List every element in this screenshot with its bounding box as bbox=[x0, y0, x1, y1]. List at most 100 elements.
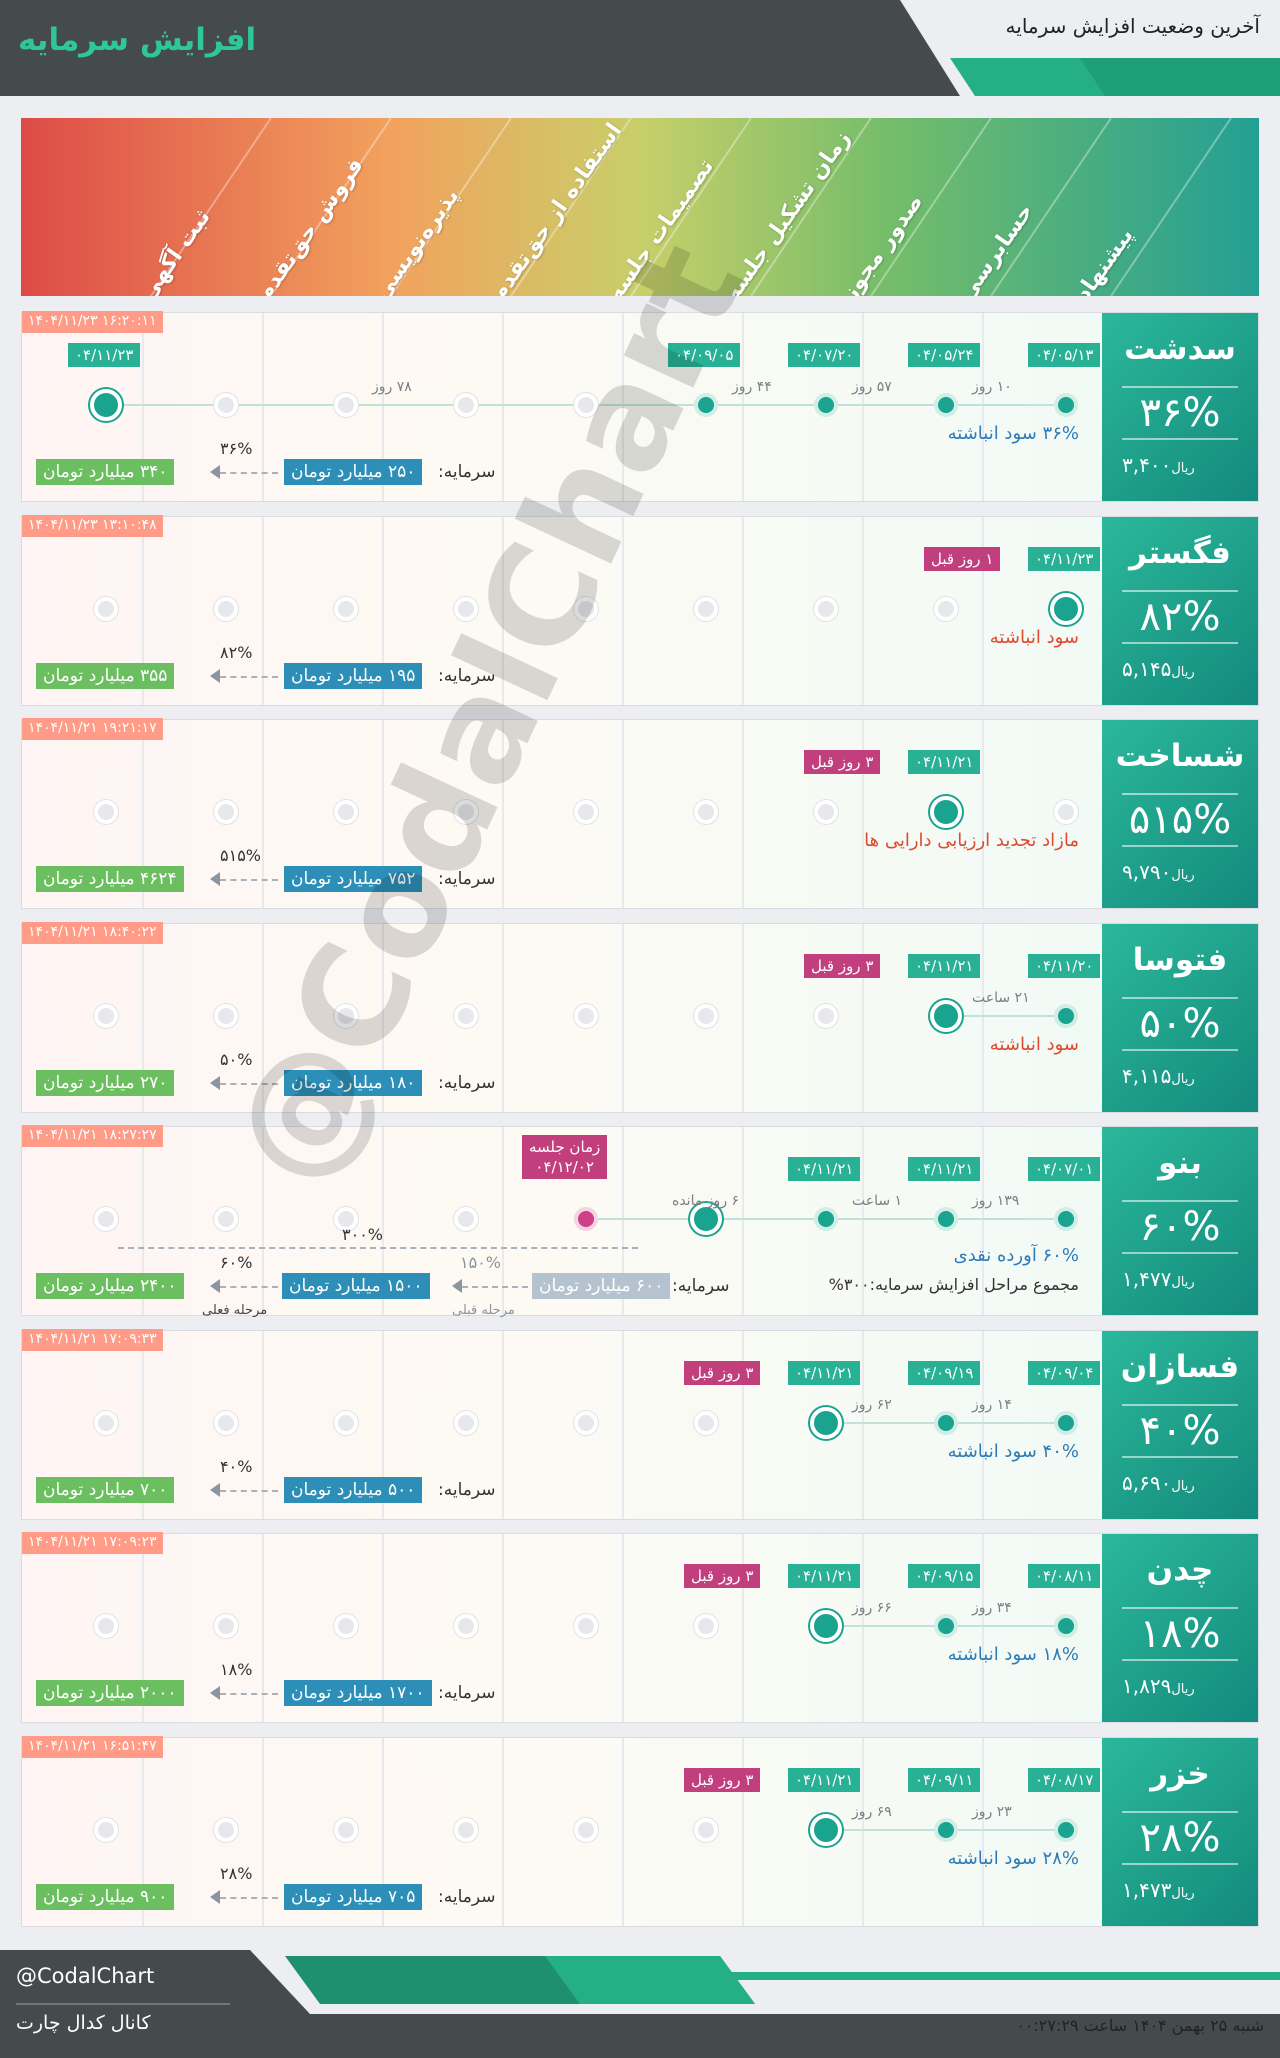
stage-gap-label: ۱ ساعت bbox=[852, 1193, 903, 1209]
stage-column-divider bbox=[142, 1534, 144, 1722]
stage-column-divider bbox=[982, 1127, 984, 1315]
stage-column-divider bbox=[742, 517, 744, 705]
stage-dot bbox=[934, 1818, 958, 1842]
capital-label: سرمایه: bbox=[438, 1073, 496, 1093]
current-capital-tag: ۷۵۲ میلیارد تومان bbox=[284, 866, 423, 892]
stage-dot bbox=[574, 1411, 598, 1435]
stage-column-divider bbox=[502, 1127, 504, 1315]
update-timestamp: ۱۴۰۴/۱۱/۲۱ ۱۸:۴۰:۲۲ bbox=[22, 922, 163, 944]
total-ratio: ۳۰۰% bbox=[342, 1225, 383, 1244]
stage-dot bbox=[454, 1614, 478, 1638]
stage-column-divider bbox=[622, 1534, 624, 1722]
capital-label: سرمایه: bbox=[438, 462, 496, 482]
stock-card[interactable]: ۱۴۰۴/۱۱/۲۱ ۱۷:۰۹:۲۳ ۰۴/۰۸/۱۱ ۰۴/۰۹/۱۵ ۰۴/۱۱… bbox=[21, 1532, 1259, 1723]
timeline-area: ۱۴۰۴/۱۱/۲۱ ۱۷:۰۹:۳۳ ۰۴/۰۹/۰۴ ۰۴/۰۹/۱۹ ۰۴/۱۱… bbox=[22, 1329, 1104, 1519]
stage-dot bbox=[814, 393, 838, 417]
stage-gap-label: ۶۶ روز bbox=[852, 1600, 892, 1616]
stage-column-divider bbox=[142, 313, 144, 501]
stage-date-badge: ۰۴/۰۹/۱۱ bbox=[908, 1768, 981, 1792]
stock-card[interactable]: ۱۴۰۴/۱۱/۲۱ ۱۷:۰۹:۳۳ ۰۴/۰۹/۰۴ ۰۴/۰۹/۱۹ ۰۴/۱۱… bbox=[21, 1329, 1259, 1520]
stage-column-divider bbox=[142, 517, 144, 705]
update-timestamp: ۱۴۰۴/۱۱/۲۱ ۱۷:۰۹:۳۳ bbox=[22, 1329, 163, 1351]
increase-ratio: ۵۱۵% bbox=[220, 846, 261, 865]
stage-column-divider bbox=[982, 313, 984, 501]
stage-dot bbox=[334, 393, 358, 417]
stage-dot bbox=[1054, 1004, 1078, 1028]
arrow-line bbox=[220, 1083, 278, 1085]
timeline-area: ۱۴۰۴/۱۱/۲۱ ۱۶:۵۱:۴۷ ۰۴/۰۸/۱۷ ۰۴/۰۹/۱۱ ۰۴/۱۱… bbox=[22, 1736, 1104, 1926]
price-value: ۱,۸۲۹ bbox=[1122, 1674, 1172, 1698]
previous-stage-label: مرحله قبلی bbox=[452, 1303, 515, 1318]
timeline-area: ۱۴۰۴/۱۱/۲۳ ۱۶:۲۰:۱۱ ۰۴/۰۵/۱۳ ۰۴/۰۵/۲۴ ۰۴/۰۷… bbox=[22, 311, 1104, 501]
stock-card[interactable]: ۱۴۰۴/۱۱/۲۱ ۱۸:۴۰:۲۲ ۰۴/۱۱/۲۰ ۰۴/۱۱/۲۱ ۲۱ سا… bbox=[21, 922, 1259, 1113]
stage-dot bbox=[94, 1004, 118, 1028]
footer-handle: @CodalChart bbox=[16, 1964, 155, 1988]
stage-dot bbox=[574, 393, 598, 417]
timeline-area: ۱۴۰۴/۱۱/۲۱ ۱۷:۰۹:۲۳ ۰۴/۰۸/۱۱ ۰۴/۰۹/۱۵ ۰۴/۱۱… bbox=[22, 1532, 1104, 1722]
current-capital-tag: ۱۷۰۰ میلیارد تومان bbox=[284, 1680, 432, 1706]
increase-ratio: ۸۲% bbox=[220, 643, 253, 662]
arrow-head bbox=[210, 1483, 220, 1497]
stage-column-divider bbox=[382, 1534, 384, 1722]
days-ago-badge: ۳ روز قبل bbox=[684, 1564, 761, 1588]
stage-column-divider bbox=[982, 1534, 984, 1722]
stage-date-badge: ۰۴/۰۹/۱۵ bbox=[908, 1564, 981, 1588]
stage-dot bbox=[694, 393, 718, 417]
arrow-head bbox=[210, 1076, 220, 1090]
stage-dot bbox=[814, 1004, 838, 1028]
stock-price: ریال۴,۱۱۵ bbox=[1122, 1064, 1195, 1088]
stock-symbol: فتوسا bbox=[1132, 942, 1228, 978]
increase-ratio: ۴۰% bbox=[220, 1457, 253, 1476]
increase-ratio: ۵۰% bbox=[220, 1050, 253, 1069]
stock-card[interactable]: ۱۴۰۴/۱۱/۲۱ ۱۶:۵۱:۴۷ ۰۴/۰۸/۱۷ ۰۴/۰۹/۱۱ ۰۴/۱۱… bbox=[21, 1736, 1259, 1927]
price-value: ۵,۱۴۵ bbox=[1122, 657, 1172, 681]
stage-dot bbox=[454, 1004, 478, 1028]
stage-dot bbox=[94, 597, 118, 621]
stage-column-divider bbox=[742, 313, 744, 501]
meeting-label: زمان جلسه bbox=[529, 1138, 601, 1156]
capital-source-description: ۲۸% سود انباشته bbox=[947, 1848, 1079, 1869]
stage-column-divider bbox=[622, 313, 624, 501]
stages-banner: پیشنهاد حسابرسی صدور مجوز زمان تشکیل جلسه تص… bbox=[21, 118, 1259, 296]
stage-column-divider bbox=[502, 924, 504, 1112]
stock-card[interactable]: ۱۴۰۴/۱۱/۲۳ ۱۳:۱۰:۴۸ ۰۴/۱۱/۲۳ ۱ روز قبل سود … bbox=[21, 515, 1259, 706]
stock-symbol: چدن bbox=[1146, 1552, 1214, 1588]
stage-column-divider bbox=[142, 924, 144, 1112]
stage-date-badge: ۰۴/۱۱/۲۱ bbox=[908, 750, 981, 774]
arrow-head bbox=[210, 1279, 220, 1293]
stock-card[interactable]: ۱۴۰۴/۱۱/۲۱ ۱۸:۲۷:۲۷ ۰۴/۰۷/۰۱ ۰۴/۱۱/۲۱ ۰۴/۱۱… bbox=[21, 1125, 1259, 1318]
stage-dot bbox=[334, 597, 358, 621]
stage-dot bbox=[814, 597, 838, 621]
stage-dot bbox=[814, 1207, 838, 1231]
current-capital-tag: ۲۵۰ میلیارد تومان bbox=[284, 459, 423, 485]
stage-gap-label: ۱۰ روز bbox=[972, 379, 1012, 395]
increase-percent: ۴۰% bbox=[1122, 1404, 1238, 1458]
stage-dot bbox=[334, 1411, 358, 1435]
stage-column-divider bbox=[862, 924, 864, 1112]
stage-column-divider bbox=[142, 720, 144, 908]
stock-card[interactable]: ۱۴۰۴/۱۱/۲۱ ۱۹:۲۱:۱۷ ۰۴/۱۱/۲۱ ۳ روز قبل مازا… bbox=[21, 718, 1259, 909]
stage-dot bbox=[930, 1000, 962, 1032]
update-timestamp: ۱۴۰۴/۱۱/۲۱ ۱۷:۰۹:۲۳ bbox=[22, 1532, 163, 1554]
stage-dot bbox=[214, 800, 238, 824]
new-capital-tag: ۹۰۰ میلیارد تومان bbox=[36, 1884, 175, 1910]
stage-dot bbox=[454, 1207, 478, 1231]
timeline-area: ۱۴۰۴/۱۱/۲۳ ۱۳:۱۰:۴۸ ۰۴/۱۱/۲۳ ۱ روز قبل سود … bbox=[22, 515, 1104, 705]
currency-unit: ریال bbox=[1171, 1275, 1195, 1290]
stage-column-divider bbox=[262, 313, 264, 501]
stock-price: ریال۳,۴۰۰ bbox=[1122, 453, 1195, 477]
stock-price: ریال۵,۶۹۰ bbox=[1122, 1471, 1195, 1495]
symbol-panel: فگستر ۸۲% ریال۵,۱۴۵ bbox=[1102, 517, 1258, 705]
stock-card[interactable]: ۱۴۰۴/۱۱/۲۳ ۱۶:۲۰:۱۱ ۰۴/۰۵/۱۳ ۰۴/۰۵/۲۴ ۰۴/۰۷… bbox=[21, 311, 1259, 502]
stage-column-divider bbox=[382, 720, 384, 908]
stage-dot bbox=[1054, 1614, 1078, 1638]
stock-price: ریال۹,۷۹۰ bbox=[1122, 860, 1195, 884]
update-timestamp: ۱۴۰۴/۱۱/۲۱ ۱۸:۲۷:۲۷ bbox=[22, 1125, 163, 1147]
increase-ratio: ۱۸% bbox=[220, 1660, 253, 1679]
total-bracket bbox=[118, 1247, 638, 1249]
stock-price: ریال۱,۸۲۹ bbox=[1122, 1674, 1195, 1698]
stage-dot bbox=[694, 1818, 718, 1842]
previous-ratio: ۱۵۰% bbox=[460, 1253, 501, 1272]
current-capital-tag: ۷۰۵ میلیارد تومان bbox=[284, 1884, 423, 1910]
stage-date-badge: ۰۴/۱۱/۲۱ bbox=[788, 1361, 861, 1385]
